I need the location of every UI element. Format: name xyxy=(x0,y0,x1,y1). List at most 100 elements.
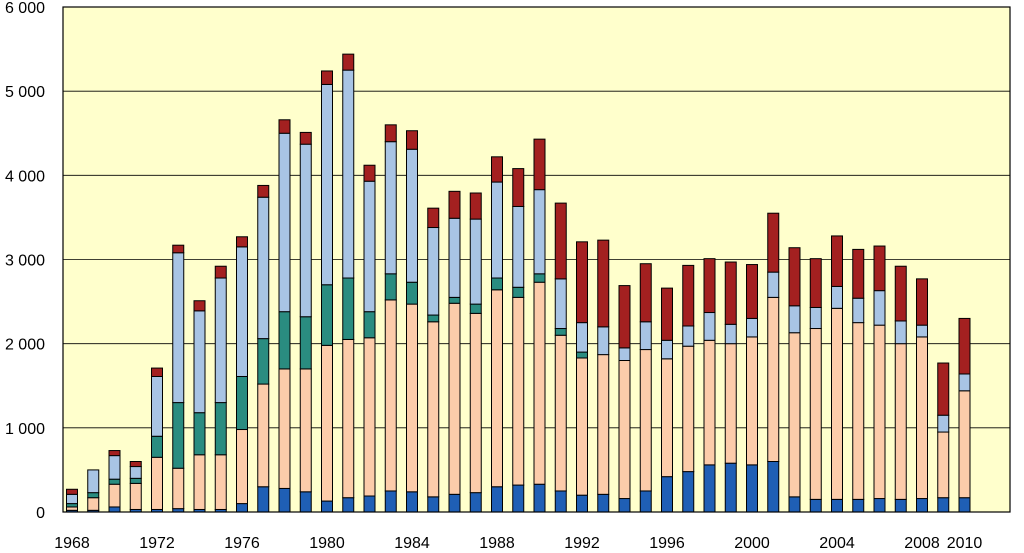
bar-segment-series-4 xyxy=(448,217,461,298)
bar-segment-series-2 xyxy=(724,343,737,464)
bar-segment-series-3 xyxy=(257,338,270,385)
bar-segment-series-2 xyxy=(151,456,163,510)
bar-1996 xyxy=(661,287,673,513)
x-tick-label: 2010 xyxy=(947,535,983,552)
bar-segment-series-1 xyxy=(618,498,631,513)
bar-segment-series-5 xyxy=(746,264,758,319)
bar-segment-series-2 xyxy=(788,332,801,498)
bar-segment-series-3 xyxy=(172,402,185,469)
bar-segment-series-4 xyxy=(873,290,886,326)
bar-segment-series-2 xyxy=(809,328,822,500)
bar-segment-series-4 xyxy=(661,339,673,360)
bar-segment-series-2 xyxy=(172,467,185,510)
bar-segment-series-1 xyxy=(257,486,270,513)
bar-segment-series-5 xyxy=(809,258,822,308)
bar-segment-series-2 xyxy=(958,390,971,499)
bar-segment-series-3 xyxy=(576,351,588,359)
bar-1988 xyxy=(491,156,503,513)
bar-segment-series-4 xyxy=(767,271,780,298)
bar-segment-series-1 xyxy=(576,494,588,513)
bar-segment-series-4 xyxy=(321,83,333,286)
bar-2001 xyxy=(767,212,780,513)
bar-segment-series-3 xyxy=(533,273,546,283)
bar-1997 xyxy=(682,264,695,513)
bar-segment-series-4 xyxy=(66,493,78,505)
bar-segment-series-2 xyxy=(873,324,886,500)
bar-segment-series-5 xyxy=(639,263,652,323)
bar-2002 xyxy=(788,247,801,513)
bar-segment-series-4 xyxy=(427,227,440,316)
bar-segment-series-3 xyxy=(321,284,333,346)
bar-segment-series-3 xyxy=(384,273,397,301)
bar-segment-series-5 xyxy=(469,192,482,220)
bar-segment-series-2 xyxy=(278,368,291,489)
bar-segment-series-2 xyxy=(384,299,397,492)
bar-segment-series-1 xyxy=(597,493,610,513)
bar-segment-series-1 xyxy=(809,498,822,513)
x-tick-label: 1980 xyxy=(309,535,345,552)
bar-segment-series-5 xyxy=(703,258,716,314)
bar-segment-series-5 xyxy=(724,261,737,325)
bar-segment-series-1 xyxy=(236,503,248,513)
bar-segment-series-1 xyxy=(894,498,907,513)
bar-1991 xyxy=(554,202,567,513)
bar-segment-series-5 xyxy=(278,119,291,134)
bar-segment-series-3 xyxy=(214,402,227,456)
bar-segment-series-5 xyxy=(151,367,163,377)
bar-2007 xyxy=(894,265,907,513)
bar-segment-series-1 xyxy=(852,498,865,513)
bar-segment-series-5 xyxy=(958,317,971,375)
bar-segment-series-3 xyxy=(193,412,206,456)
bar-segment-series-1 xyxy=(661,476,673,513)
bar-segment-series-5 xyxy=(193,300,206,312)
bar-1987 xyxy=(469,192,482,513)
bar-segment-series-1 xyxy=(278,487,291,513)
bar-1975 xyxy=(214,265,227,513)
bar-segment-series-2 xyxy=(533,281,546,485)
x-tick-label: 1992 xyxy=(564,535,600,552)
bar-segment-series-3 xyxy=(427,314,440,323)
bar-segment-series-4 xyxy=(937,414,950,433)
bar-segment-series-1 xyxy=(916,498,928,513)
bar-segment-series-1 xyxy=(639,490,652,513)
bar-segment-series-4 xyxy=(809,306,822,330)
bar-segment-series-1 xyxy=(321,500,333,513)
bar-segment-series-4 xyxy=(703,312,716,341)
bar-2004 xyxy=(831,235,843,513)
x-tick-label: 2004 xyxy=(819,535,855,552)
bar-segment-series-3 xyxy=(491,277,503,291)
bar-segment-series-5 xyxy=(682,264,695,327)
bar-1984 xyxy=(406,130,418,513)
bar-segment-series-1 xyxy=(746,464,758,513)
bar-segment-series-5 xyxy=(894,265,907,322)
bar-1983 xyxy=(384,124,397,513)
bar-segment-series-1 xyxy=(831,498,843,513)
bar-segment-series-2 xyxy=(236,429,248,505)
bar-segment-series-1 xyxy=(512,484,525,513)
bar-1976 xyxy=(236,236,248,513)
x-tick-label: 1996 xyxy=(649,535,685,552)
bar-segment-series-4 xyxy=(214,277,227,404)
bar-1974 xyxy=(193,300,206,513)
bar-segment-series-2 xyxy=(554,334,567,492)
bar-segment-series-3 xyxy=(299,316,312,370)
y-tick-label: 1 000 xyxy=(5,421,45,438)
bar-segment-series-4 xyxy=(236,246,248,377)
bar-1985 xyxy=(427,207,440,513)
y-tick-label: 0 xyxy=(36,505,45,522)
y-tick-label: 2 000 xyxy=(5,337,45,354)
bar-segment-series-2 xyxy=(703,339,716,466)
bar-segment-series-3 xyxy=(278,311,291,370)
bar-segment-series-1 xyxy=(384,490,397,513)
bar-segment-series-1 xyxy=(958,497,971,513)
bar-1970 xyxy=(108,450,121,513)
bar-1995 xyxy=(639,263,652,513)
bar-2010 xyxy=(958,317,971,513)
bar-segment-series-2 xyxy=(427,321,440,498)
bar-segment-series-2 xyxy=(661,358,673,478)
bar-segment-series-1 xyxy=(554,490,567,513)
bar-segment-series-4 xyxy=(406,148,418,283)
bar-segment-series-3 xyxy=(363,311,376,339)
bar-segment-series-5 xyxy=(236,236,248,248)
bar-segment-series-5 xyxy=(576,241,588,324)
